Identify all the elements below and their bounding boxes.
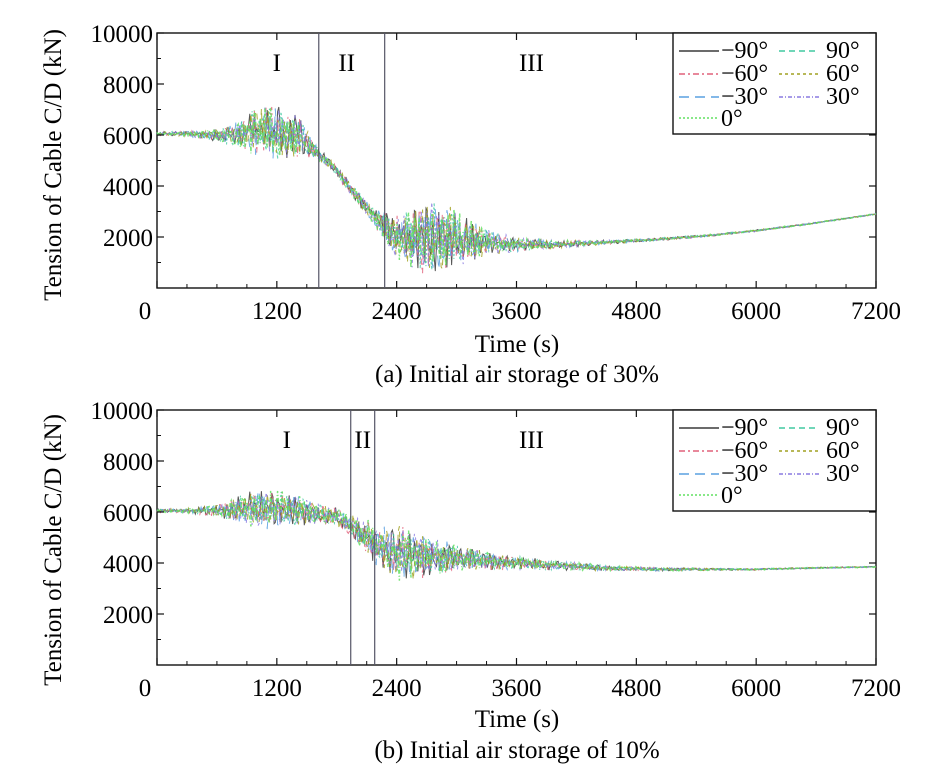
x-tick-label: 1200 bbox=[252, 298, 302, 325]
x-tick-label: 4800 bbox=[611, 298, 661, 325]
x-tick-label: 0 bbox=[139, 675, 152, 702]
x-tick-label: 6000 bbox=[731, 675, 781, 702]
y-tick-label: 4000 bbox=[103, 174, 153, 201]
series-layer bbox=[156, 106, 877, 274]
x-tick-label: 2400 bbox=[372, 675, 422, 702]
series-line bbox=[156, 107, 876, 268]
stage-boundary-lines bbox=[350, 410, 376, 665]
panel-caption: (b) Initial air storage of 10% bbox=[374, 737, 659, 764]
series-line bbox=[156, 490, 877, 581]
stage-label-ii: II bbox=[354, 427, 371, 454]
legend-box bbox=[672, 409, 877, 512]
x-tick-label: 3600 bbox=[492, 675, 542, 702]
x-tick-label: 3600 bbox=[492, 298, 542, 325]
axis-ticks: 0 1200 2400 3600 4800 6000 7200 2000 4000 6000 800… bbox=[91, 398, 902, 702]
series-line bbox=[156, 108, 877, 271]
x-tick-label: 4800 bbox=[611, 675, 661, 702]
legend-entry: −60° bbox=[721, 438, 768, 464]
stage-labels: I II III bbox=[273, 50, 544, 77]
series-line bbox=[156, 109, 877, 268]
stage-labels: I II III bbox=[283, 427, 544, 454]
stage-label-iii: III bbox=[519, 427, 544, 454]
x-tick-label: 6000 bbox=[731, 298, 781, 325]
stage-label-ii: II bbox=[338, 50, 355, 77]
legend-entry: 60° bbox=[826, 61, 860, 87]
y-tick-label: 6000 bbox=[103, 500, 153, 527]
x-axis-label: Time (s) bbox=[475, 706, 560, 733]
axis-ticks: 0 1200 2400 3600 4800 6000 7200 2000 4000 6000 800… bbox=[91, 21, 902, 325]
y-tick-label: 2000 bbox=[103, 225, 153, 252]
y-axis-label: Tension of Cable C/D (kN) bbox=[40, 29, 67, 301]
legend-entry: 0° bbox=[721, 483, 743, 509]
y-tick-label: 8000 bbox=[103, 449, 153, 476]
legend-entry: −30° bbox=[721, 84, 768, 110]
panel-b: I II III 0 1200 2400 3600 4800 6000 7200 2000 40… bbox=[40, 398, 901, 764]
legend-entry: 30° bbox=[826, 461, 860, 487]
legend-entry: −30° bbox=[721, 461, 768, 487]
y-tick-label: 4000 bbox=[103, 551, 153, 578]
x-axis-label: Time (s) bbox=[475, 331, 560, 358]
legend-entry: −90° bbox=[721, 38, 768, 64]
legend-entry: 30° bbox=[826, 84, 860, 110]
y-tick-label: 10000 bbox=[91, 398, 154, 425]
legend-entry: 90° bbox=[826, 38, 860, 64]
legend-box bbox=[672, 32, 877, 135]
x-tick-label: 1200 bbox=[252, 675, 302, 702]
legend-entry: −60° bbox=[721, 61, 768, 87]
series-layer bbox=[156, 489, 877, 581]
stage-label-iii: III bbox=[519, 50, 544, 77]
legend: −90° 90° −60° 60° −30° 30° 0° bbox=[672, 409, 877, 512]
legend-entry: 60° bbox=[826, 438, 860, 464]
x-tick-label: 7200 bbox=[851, 298, 901, 325]
panel-a: I II III 0 1200 2400 3600 4800 6000 7200 2000 40… bbox=[40, 21, 901, 388]
y-tick-label: 2000 bbox=[103, 602, 153, 629]
stage-label-i: I bbox=[273, 50, 281, 77]
legend-entry: 0° bbox=[721, 106, 743, 132]
stage-label-i: I bbox=[283, 427, 291, 454]
y-tick-label: 6000 bbox=[103, 123, 153, 150]
y-tick-label: 10000 bbox=[91, 21, 154, 48]
legend-entry: −90° bbox=[721, 415, 768, 441]
panel-caption: (a) Initial air storage of 30% bbox=[375, 361, 659, 388]
x-tick-label: 0 bbox=[139, 298, 152, 325]
stage-boundary-lines bbox=[318, 33, 386, 288]
y-tick-label: 8000 bbox=[103, 72, 153, 99]
legend: −90° 90° −60° 60° −30° 30° 0° bbox=[672, 32, 877, 135]
y-axis-label: Tension of Cable C/D (kN) bbox=[40, 414, 67, 686]
legend-entry: 90° bbox=[826, 415, 860, 441]
x-tick-label: 2400 bbox=[372, 298, 422, 325]
x-tick-label: 7200 bbox=[851, 675, 901, 702]
